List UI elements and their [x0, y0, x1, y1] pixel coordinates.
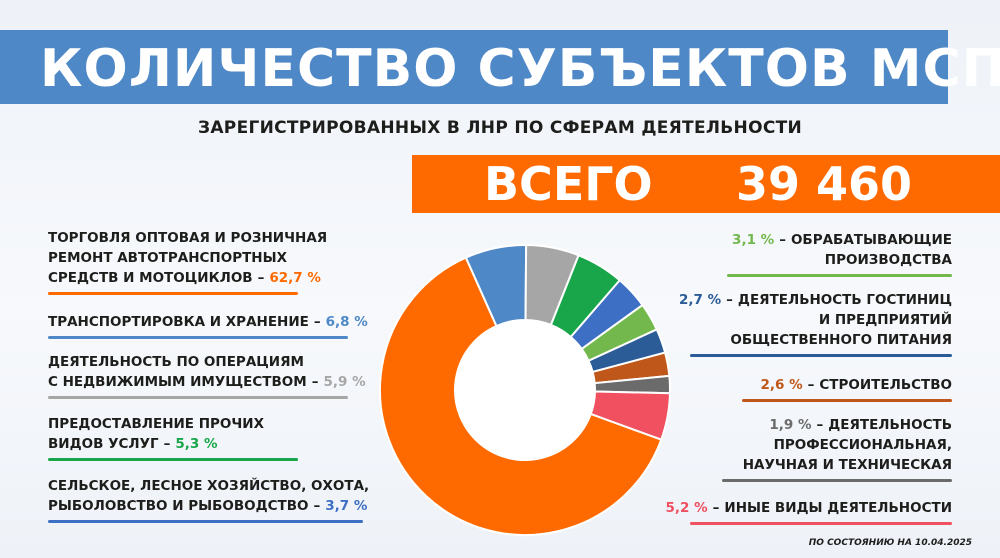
- slice-percent: 6,8 %: [325, 314, 368, 330]
- total-label: ВСЕГО: [484, 157, 653, 211]
- total-value: 39 460: [736, 157, 913, 211]
- slice-label-line: РЕМОНТ АВТОТРАНСПОРТНЫХ: [48, 250, 287, 266]
- donut-hole: [456, 321, 594, 459]
- legend-underline: [48, 458, 298, 461]
- slice-dash: –: [313, 314, 321, 330]
- donut-slice: [379, 256, 663, 536]
- legend-item: ПРЕДОСТАВЛЕНИЕ ПРОЧИХ ВИДОВ УСЛУГ –5,3 %: [48, 414, 264, 454]
- slice-label-line: ТОРГОВЛЯ ОПТОВАЯ И РОЗНИЧНАЯ: [48, 230, 328, 246]
- slice-label-line: НАУЧНАЯ И ТЕХНИЧЕСКАЯ: [742, 457, 952, 473]
- slice-percent: 3,7 %: [325, 498, 368, 514]
- slice-percent: 62,7 %: [269, 270, 321, 286]
- slice-label-line: 2,6 % – СТРОИТЕЛЬСТВО: [760, 377, 952, 393]
- legend-item: ТОРГОВЛЯ ОПТОВАЯ И РОЗНИЧНАЯ РЕМОНТ АВТОТ…: [48, 228, 327, 288]
- legend-item: 2,7 % – ДЕЯТЕЛЬНОСТЬ ГОСТИНИЦ И ПРЕДПРИЯТИЙ…: [679, 290, 952, 350]
- slice-label-line: РЫБОЛОВСТВО И РЫБОВОДСТВО –3,7 %: [48, 498, 368, 514]
- slice-dash: –: [163, 436, 171, 452]
- slice-dash: –: [816, 417, 824, 433]
- slice-percent: 2,6 %: [760, 377, 803, 393]
- legend-underline: [727, 274, 952, 277]
- legend-item: ТРАНСПОРТИРОВКА И ХРАНЕНИЕ –6,8 %: [48, 312, 368, 332]
- legend-item: СЕЛЬСКОЕ, ЛЕСНОЕ ХОЗЯЙСТВО, ОХОТА, РЫБОЛО…: [48, 476, 369, 516]
- slice-dash: –: [311, 374, 319, 390]
- slice-percent: 5,3 %: [175, 436, 218, 452]
- slice-label-line: 2,7 % – ДЕЯТЕЛЬНОСТЬ ГОСТИНИЦ: [679, 292, 952, 308]
- slice-label-line: 3,1 % – ОБРАБАТЫВАЮЩИЕ: [732, 232, 952, 248]
- legend-item: ДЕЯТЕЛЬНОСТЬ ПО ОПЕРАЦИЯМ С НЕДВИЖИМЫМ ИМ…: [48, 352, 366, 392]
- slice-label-line: ОБЩЕСТВЕННОГО ПИТАНИЯ: [730, 332, 952, 348]
- donut-slice: [589, 390, 671, 441]
- slice-dash: –: [313, 498, 321, 514]
- page-subtitle: ЗАРЕГИСТРИРОВАННЫХ В ЛНР ПО СФЕРАМ ДЕЯТЕ…: [197, 118, 803, 138]
- legend-underline: [742, 399, 952, 402]
- legend-underline: [48, 336, 348, 339]
- slice-dash: –: [807, 377, 815, 393]
- slice-dash: –: [712, 500, 720, 516]
- slice-dash: –: [779, 232, 786, 248]
- slice-label-line: СЕЛЬСКОЕ, ЛЕСНОЕ ХОЗЯЙСТВО, ОХОТА,: [48, 478, 370, 494]
- legend-item: 3,1 % – ОБРАБАТЫВАЮЩИЕ ПРОИЗВОДСТВА: [732, 230, 952, 270]
- slice-percent: 3,1 %: [732, 232, 775, 248]
- legend-underline: [48, 396, 348, 399]
- legend-item: 2,6 % – СТРОИТЕЛЬСТВО: [760, 375, 952, 395]
- slice-label-line: ПРЕДОСТАВЛЕНИЕ ПРОЧИХ: [48, 416, 265, 432]
- slice-label-line: И ПРЕДПРИЯТИЙ: [818, 312, 952, 328]
- legend-underline: [48, 292, 298, 295]
- slice-percent: 1,9 %: [769, 417, 812, 433]
- legend-underline: [48, 520, 363, 523]
- legend-item: 5,2 % – ИНЫЕ ВИДЫ ДЕЯТЕЛЬНОСТИ: [666, 498, 952, 518]
- date-note: ПО СОСТОЯНИЮ НА 10.04.2025: [808, 538, 972, 548]
- slice-label-line: СРЕДСТВ И МОТОЦИКЛОВ –62,7 %: [48, 270, 321, 286]
- title-band: [0, 30, 948, 104]
- total-band: [412, 155, 1000, 213]
- legend-underline: [690, 522, 952, 525]
- legend-underline: [690, 354, 952, 357]
- slice-percent: 5,9 %: [323, 374, 366, 390]
- slice-label-line: ДЕЯТЕЛЬНОСТЬ ПО ОПЕРАЦИЯМ: [48, 354, 304, 370]
- slice-label-line: ПРОФЕССИОНАЛЬНАЯ,: [773, 437, 952, 453]
- slice-percent: 5,2 %: [665, 500, 708, 516]
- slice-label-line: С НЕДВИЖИМЫМ ИМУЩЕСТВОМ –5,9 %: [48, 374, 366, 390]
- slice-dash: –: [726, 292, 733, 308]
- slice-label-line: 5,2 % – ИНЫЕ ВИДЫ ДЕЯТЕЛЬНОСТИ: [665, 500, 952, 516]
- slice-label-line: 1,9 % – ДЕЯТЕЛЬНОСТЬ: [769, 417, 952, 433]
- page-title: КОЛИЧЕСТВО СУБЪЕКТОВ МСП: [40, 39, 1000, 99]
- legend-item: 1,9 % – ДЕЯТЕЛЬНОСТЬ ПРОФЕССИОНАЛЬНАЯ, НАУЧН…: [743, 415, 952, 475]
- slice-label-line: ПРОИЗВОДСТВА: [824, 252, 952, 268]
- slice-label-line: ТРАНСПОРТИРОВКА И ХРАНЕНИЕ –6,8 %: [48, 314, 368, 330]
- slice-dash: –: [257, 270, 265, 286]
- slice-label-line: ВИДОВ УСЛУГ –5,3 %: [48, 436, 218, 452]
- slice-percent: 2,7 %: [679, 292, 722, 308]
- legend-underline: [722, 479, 952, 482]
